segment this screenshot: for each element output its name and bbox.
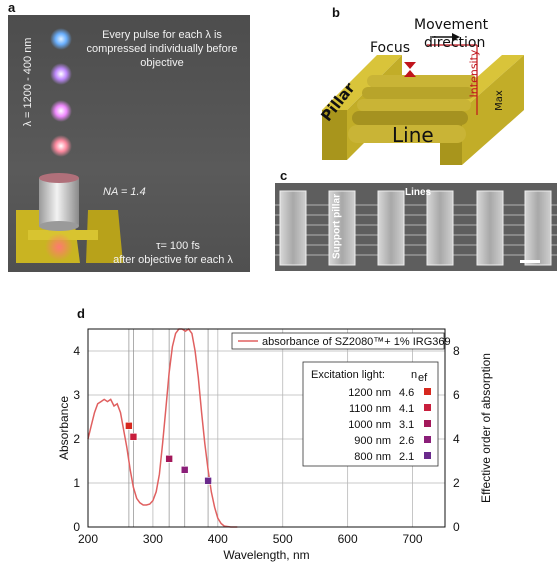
y2-tick-label: 2 [453,476,460,490]
y-tick-label: 3 [73,388,80,402]
excitation-wavelength: 800 nm [354,451,391,463]
excitation-neff: 4.6 [399,387,414,399]
neff-marker [180,466,189,474]
pulse-description: Every pulse for each λ is compressed ind… [86,29,238,69]
neff-marker [204,477,212,485]
x-tick-label: 300 [143,532,163,546]
support-pillar-label: Support pillar [331,194,343,259]
excitation-legend-header-sub: ef [418,372,428,384]
excitation-neff: 2.6 [399,435,414,447]
excitation-wavelength: 1000 nm [348,419,391,431]
excitation-swatch [424,420,431,427]
plot-frame [87,328,446,528]
objective-drawing [16,173,123,263]
y-tick-label: 4 [73,344,80,358]
y-tick-label: 2 [73,432,80,446]
panel-a-illustration: λ = 1200 - 400 nm Every pulse for each λ… [8,15,250,272]
excitation-legend-box [302,361,439,467]
panel-b-label: b [332,5,340,20]
excitation-legend-title: Excitation light: [311,369,385,381]
pink-pulse [50,135,72,157]
series-legend-box [231,332,445,350]
numerical-aperture-label: NA = 1.4 [103,186,146,198]
excitation-swatch [424,388,431,395]
neff-marker [129,433,138,441]
sem-micrograph [275,190,557,266]
structure-drawing [322,33,524,165]
x-axis-label: Wavelength, nm [223,548,309,562]
excitation-neff: 4.1 [399,403,414,415]
absorbance-curve [87,327,238,528]
panel-d-label: d [77,306,85,321]
excitation-legend-header: n [411,369,417,381]
y2-tick-label: 6 [453,388,460,402]
y-tick-label: 0 [73,520,80,534]
excitation-wavelength: 1100 nm [349,403,391,415]
panel-c-label: c [280,168,288,183]
x-tick-label: 600 [338,532,358,546]
panel-d-chart: 200 300 400 500 600 700 0 1 2 3 4 0 2 4 6 8 Wavelength, … [0,305,560,565]
violet-pulse [50,63,72,85]
intensity-label: Intensity [467,49,481,98]
y-tick-label: 1 [73,476,80,490]
intensity-max-label: Max [493,90,505,111]
y2-tick-label: 4 [453,432,460,446]
pulse-duration-label: τ= 100 fs [156,240,200,252]
x-tick-label: 500 [273,532,293,546]
panel-b-illustration: Focus Movement direction Pillar Line Int… [292,15,560,180]
lines-label: Lines [405,187,432,198]
neff-marker [125,422,133,430]
after-objective-label: after objective for each λ [113,254,233,266]
y2-tick-label: 8 [453,344,460,358]
excitation-swatch [424,452,431,459]
x-tick-label: 700 [403,532,423,546]
y2-axis-label: Effective order of absorption [479,353,493,503]
excitation-swatch [424,404,431,411]
excitation-wavelength: 1200 nm [348,387,391,399]
direction-label: direction [424,35,486,51]
blue-pulse [50,28,72,50]
x-tick-label: 400 [208,532,228,546]
excitation-swatch [424,436,431,443]
y2-tick-label: 0 [453,520,460,534]
panel-c-sem-image: Lines Support pillar [275,183,557,271]
y-axis-label: Absorbance [57,396,71,460]
absorbance-chart: 200 300 400 500 600 700 0 1 2 3 4 0 2 4 6 8 Wavelength, … [57,327,493,562]
series-legend-label: absorbance of SZ2080™+ 1% IRG369 [262,336,451,348]
neff-marker [165,455,173,463]
scale-bar [520,260,540,263]
movement-label: Movement [414,17,489,33]
excitation-neff: 2.1 [399,451,414,463]
x-tick-label: 200 [78,532,98,546]
magenta-pulse [50,100,72,122]
focus-label: Focus [370,40,410,56]
excitation-wavelength: 900 nm [354,435,391,447]
line-label: Line [392,123,434,147]
panel-a-label: a [8,0,16,15]
excitation-neff: 3.1 [399,419,414,431]
